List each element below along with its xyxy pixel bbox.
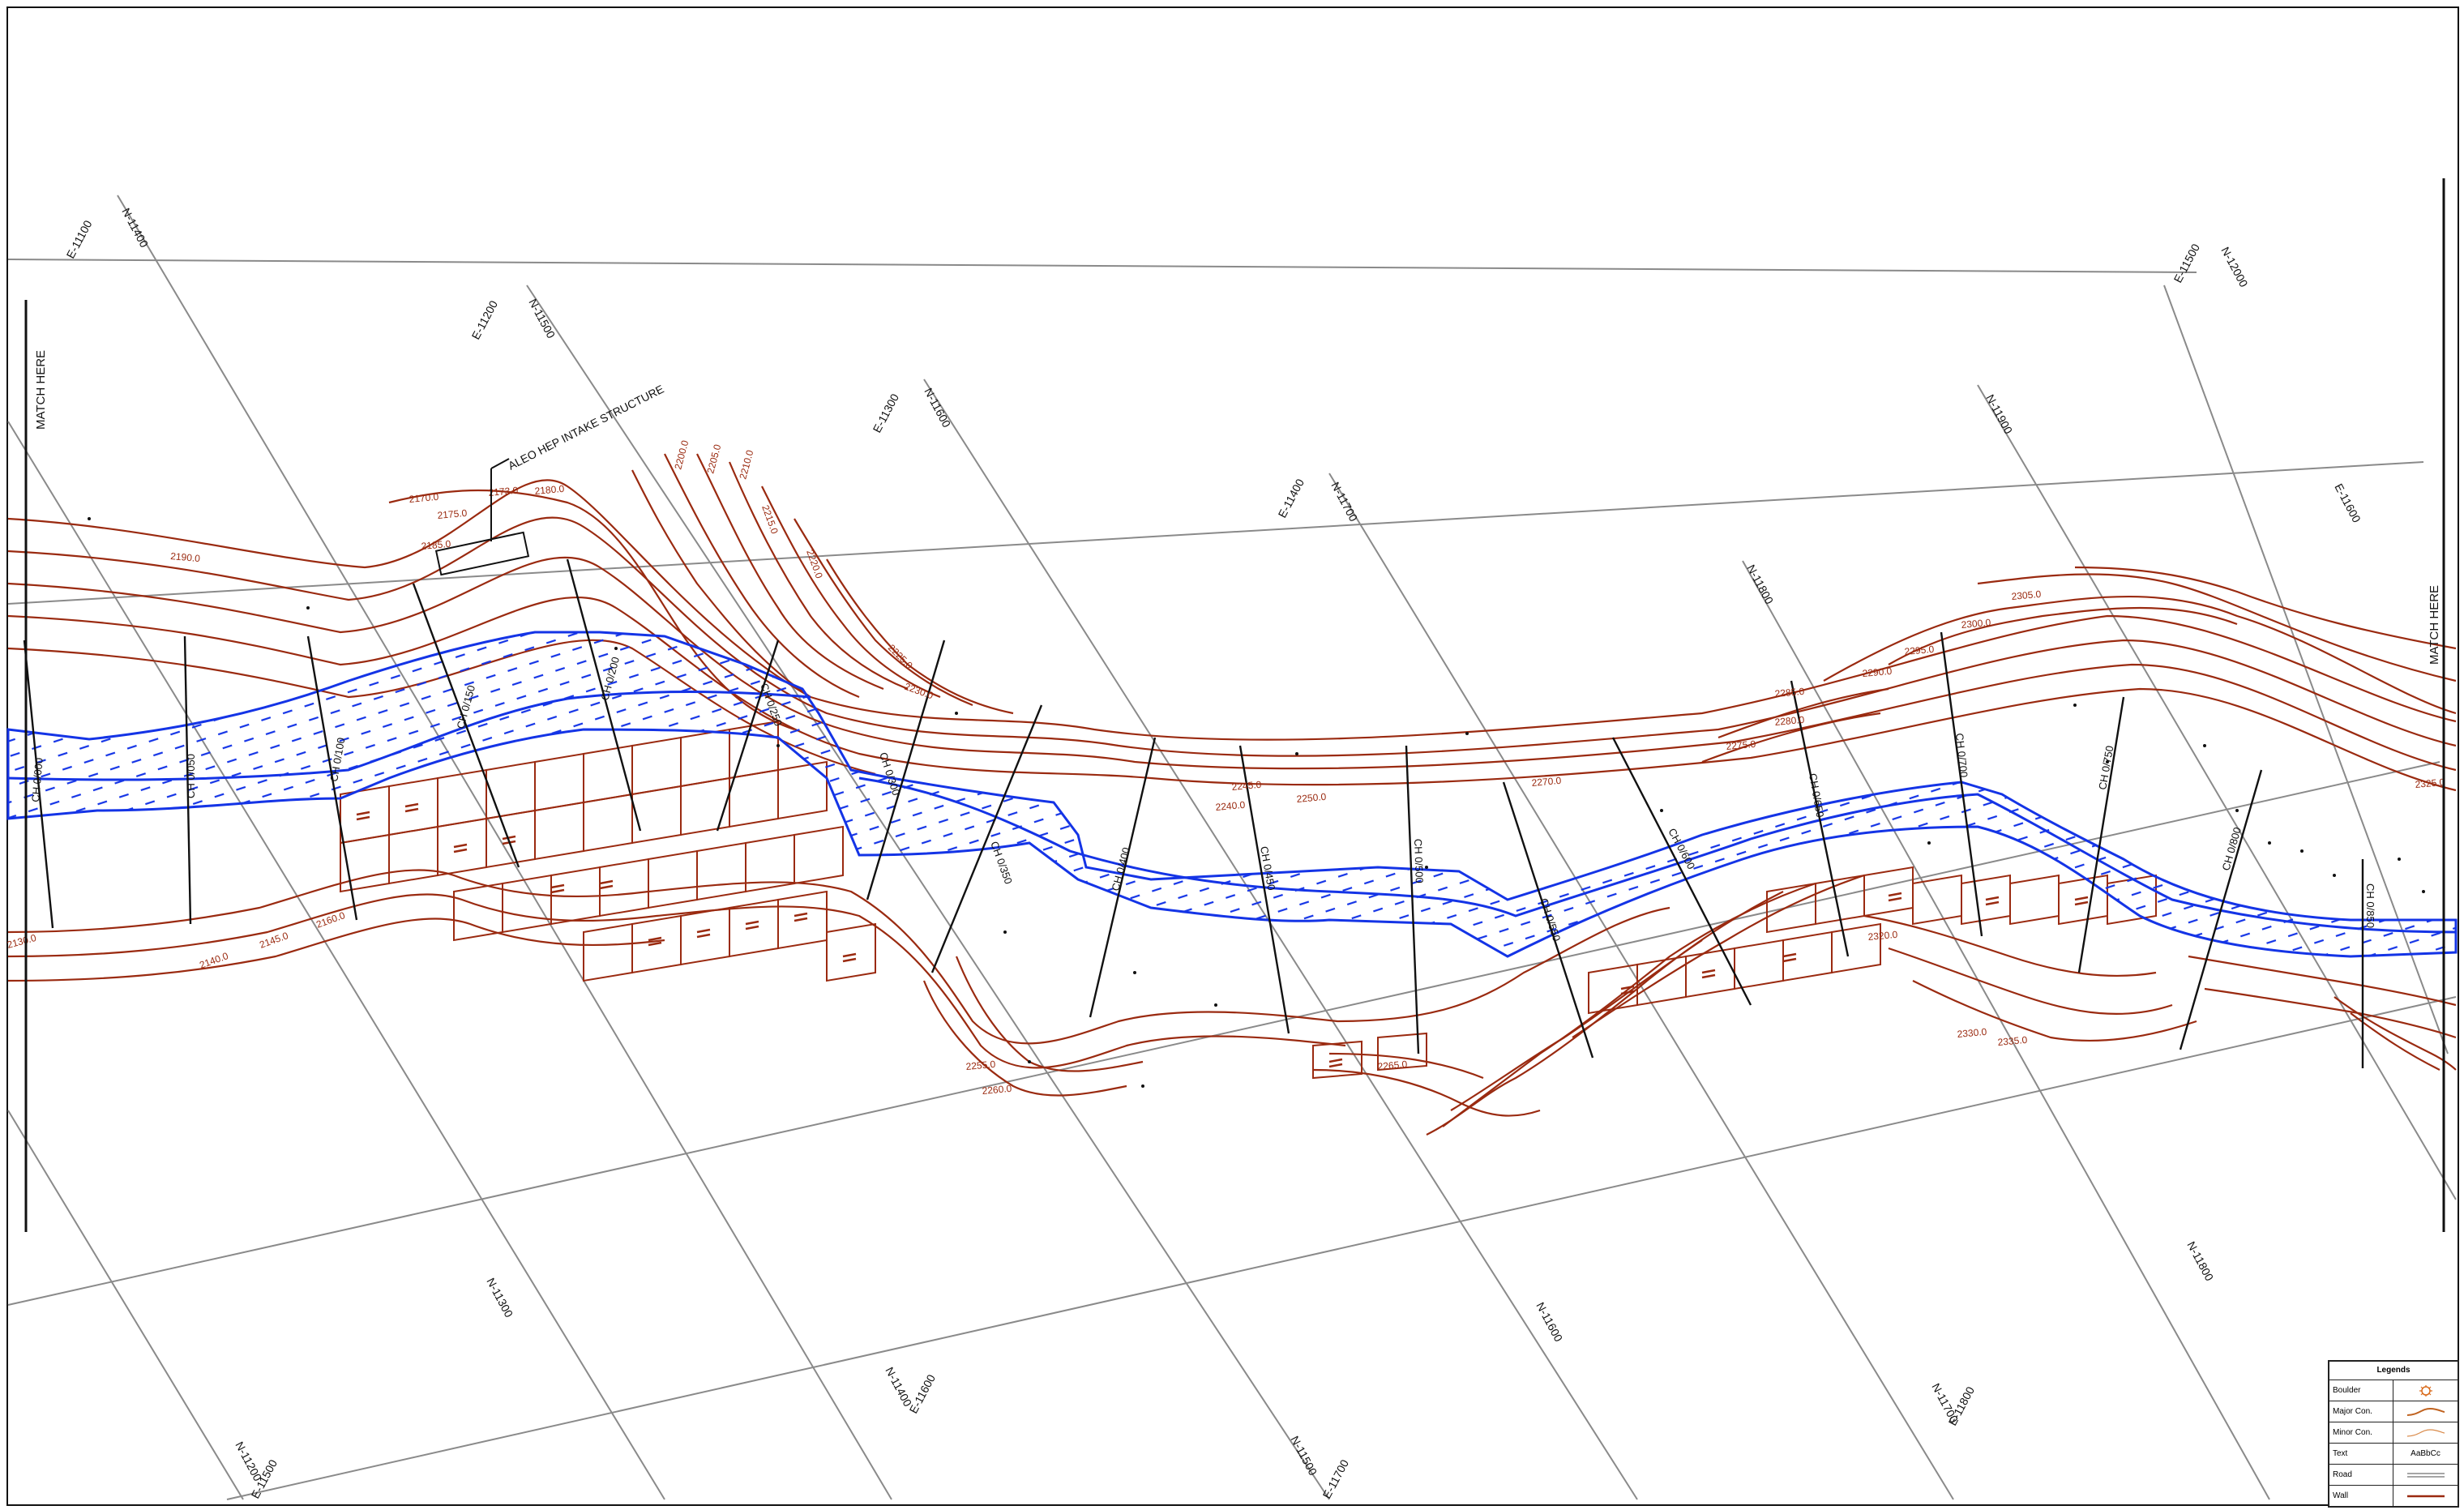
chainage-label: CH 0/500: [1412, 839, 1426, 883]
contour-label: 2335.0: [1997, 1034, 2028, 1048]
grid-label: N-12000: [2218, 245, 2250, 289]
contour-label: 2130.0: [6, 932, 37, 951]
grid-label: N-11900: [1983, 392, 2015, 436]
contour-label: 2320.0: [1867, 929, 1898, 943]
chainage-label: CH 0/800: [2219, 826, 2244, 872]
grid-label: E-11300: [871, 391, 902, 435]
legend-text-sample: AaBbCc: [2411, 1449, 2440, 1458]
contour-label: 2255.0: [965, 1059, 996, 1072]
contour-label: 2190.0: [170, 550, 201, 564]
contour-label: 2305.0: [2011, 588, 2042, 602]
legend-row-label: Minor Con.: [2329, 1422, 2393, 1443]
upper-contours: [7, 453, 2457, 792]
contour-label: 2215.0: [759, 503, 781, 536]
contour-label: 2265.0: [1377, 1059, 1408, 1072]
legend-title: Legends: [2329, 1362, 2458, 1380]
minor-contour-line-icon: [2393, 1422, 2458, 1443]
grid-label: E-11700: [1320, 1457, 1352, 1501]
contour-label: 2180.0: [534, 483, 565, 497]
contour-label: 2205.0: [704, 443, 723, 474]
grid-label: N-11600: [922, 386, 953, 430]
contour-label: 2170.0: [409, 491, 439, 505]
grid-label: N-11500: [1288, 1434, 1320, 1478]
grid-label: E-11200: [469, 298, 501, 342]
legend-row: Major Con.: [2329, 1401, 2458, 1422]
chainage-label: CH 0/700: [1953, 733, 1970, 778]
match-here-right: MATCH HERE: [2428, 585, 2441, 665]
contour-label: 2290.0: [1862, 665, 1893, 679]
grid-labels: E-11100 N-11400 E-11200 N-11500 E-11300 …: [64, 206, 2363, 1501]
contour-label: 2295.0: [1904, 644, 1935, 657]
legend-row-label: Wall: [2329, 1486, 2393, 1506]
contour-label: 2275.0: [1726, 738, 1756, 752]
contour-label: 2173.0: [488, 485, 519, 498]
contour-label: 2175.0: [437, 507, 468, 521]
match-lines: MATCH HERE MATCH HERE: [24, 178, 2445, 1232]
legend-row-label: Road: [2329, 1465, 2393, 1485]
match-here-left: MATCH HERE: [34, 350, 48, 430]
contour-label: 2285.0: [1774, 686, 1805, 699]
road-line-icon: [2393, 1465, 2458, 1485]
contour-label: 2270.0: [1531, 775, 1562, 789]
wall-line-icon: [2393, 1486, 2458, 1506]
contour-label: 2240.0: [1215, 799, 1246, 813]
chainage-label: CH 0/000: [29, 757, 45, 802]
wall-symbols: [356, 802, 2089, 1068]
contour-label: 2210.0: [737, 448, 755, 480]
legend-row: Road: [2329, 1465, 2458, 1486]
legend-row: Boulder: [2329, 1380, 2458, 1401]
contour-label: 2185.0: [421, 538, 451, 552]
grid-label: N-11700: [1328, 480, 1360, 524]
grid-label: E-11500: [2171, 242, 2203, 285]
survey-points: [88, 517, 2425, 1088]
river-channel: [6, 631, 2458, 958]
grid-label: E-11100: [64, 218, 95, 261]
legend-row: Wall: [2329, 1486, 2458, 1506]
contour-label: 2300.0: [1961, 617, 1991, 631]
legend-row-label: Major Con.: [2329, 1401, 2393, 1422]
lower-contours: [7, 869, 2457, 1136]
boulder-icon: [2393, 1380, 2458, 1401]
legend-row: Minor Con.: [2329, 1422, 2458, 1444]
grid-label: N-11600: [1534, 1300, 1565, 1344]
contour-label: 2200.0: [672, 438, 691, 470]
grid-label: E-11600: [907, 1372, 939, 1416]
contour-label: 2325.0: [2415, 776, 2445, 790]
legend-row: Text AaBbCc: [2329, 1444, 2458, 1465]
grid-label: N-11500: [526, 297, 558, 340]
legend-row-label: Text: [2329, 1444, 2393, 1464]
contour-label: 2250.0: [1296, 791, 1327, 805]
contour-label: 2280.0: [1774, 714, 1805, 728]
contour-label: 2330.0: [1957, 1026, 1987, 1040]
chainage-label: CH 0/850: [2364, 883, 2376, 928]
coordinate-grid: [7, 195, 2457, 1500]
grid-label: N-11800: [2184, 1239, 2216, 1283]
contour-label: 2245.0: [1231, 779, 1262, 793]
grid-label: N-11800: [1744, 563, 1776, 606]
contour-label: 2225.0: [886, 642, 915, 671]
grid-label: N-11400: [119, 206, 151, 250]
cross-sections: [23, 558, 2364, 1068]
legend-box: Legends Boulder Major Con. Minor Con. Te…: [2328, 1360, 2459, 1508]
grid-label: E-11600: [2332, 481, 2363, 525]
grid-label: E-11400: [1276, 477, 1307, 520]
major-contour-line-icon: [2393, 1401, 2458, 1422]
chainage-label: CH 0/050: [185, 754, 197, 798]
grid-label: N-11300: [484, 1276, 515, 1320]
legend-row-label: Boulder: [2329, 1380, 2393, 1401]
contour-label: 2260.0: [982, 1083, 1012, 1097]
